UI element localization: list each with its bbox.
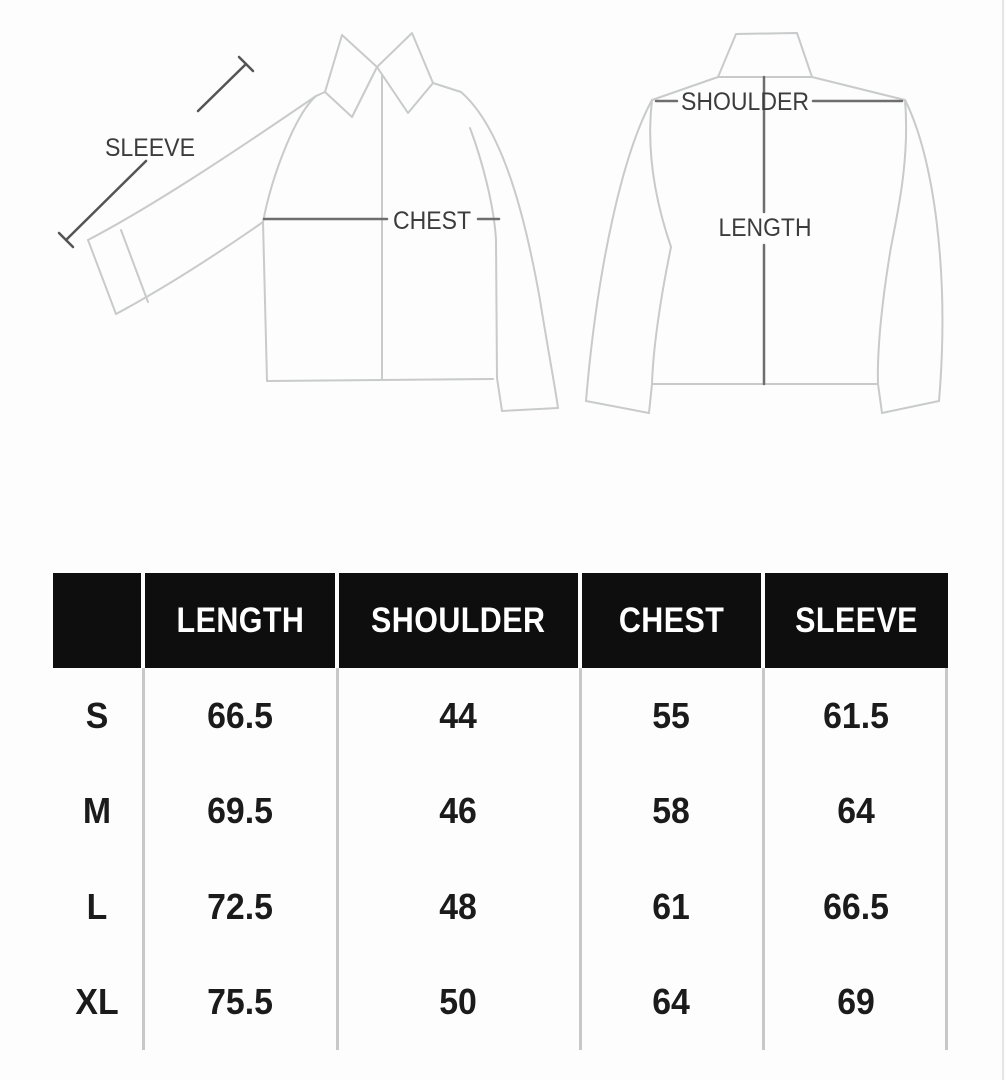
value-chest: 55: [652, 694, 691, 736]
value-chest: 58: [652, 790, 691, 832]
header-cell-chest: CHEST: [582, 573, 761, 668]
back-collar: [717, 32, 813, 78]
table-row-s: S 66.5 44 55 61.5: [53, 668, 948, 764]
value-sleeve: 66.5: [823, 885, 890, 927]
value-chest: 61: [652, 885, 691, 927]
front-jacket-outline: [87, 32, 559, 412]
length-diagram-label: LENGTH: [719, 214, 812, 242]
value-length: 66.5: [207, 694, 273, 736]
back-right-sleeve-inner: [876, 246, 892, 414]
value-length: 75.5: [207, 981, 273, 1023]
back-right-armhole: [890, 99, 908, 248]
column-divider: [141, 668, 145, 1050]
garment-diagrams: SLEEVE CHEST: [57, 32, 944, 414]
image-right-border: [1002, 0, 1004, 1080]
value-shoulder: 46: [439, 790, 478, 832]
column-divider: [945, 668, 948, 1050]
sleeve-diagram-label: SLEEVE: [105, 134, 195, 162]
front-right-sleeve-inner: [469, 127, 498, 379]
value-length: 72.5: [207, 885, 273, 927]
value-sleeve: 69: [837, 981, 876, 1023]
chest-diagram-label: CHEST: [393, 207, 471, 235]
front-left-sleeve-bottom: [115, 221, 264, 315]
value-shoulder: 44: [439, 694, 478, 736]
collar-left-flap: [324, 34, 378, 118]
front-left-armhole: [262, 95, 317, 223]
size-label: M: [82, 790, 112, 832]
header-cell-length: LENGTH: [145, 573, 335, 668]
value-sleeve: 61.5: [823, 694, 890, 736]
shoulder-diagram-label: SHOULDER: [681, 88, 809, 116]
size-table: LENGTH SHOULDER CHEST SLEEVE S 66.5 44 5…: [53, 573, 948, 1050]
back-jacket-outline: [585, 32, 944, 414]
size-label: L: [86, 885, 108, 927]
header-cell-shoulder: SHOULDER: [339, 573, 578, 668]
column-divider: [761, 668, 765, 1050]
size-table-header-row: LENGTH SHOULDER CHEST SLEEVE: [53, 573, 948, 668]
size-label: S: [85, 694, 109, 736]
front-left-cuff-line: [120, 229, 149, 303]
size-label: XL: [75, 981, 119, 1023]
front-right-sleeve-outer: [460, 91, 559, 409]
table-row-l: L 72.5 48 61 66.5: [53, 859, 948, 955]
table-row-m: M 69.5 46 58 64: [53, 764, 948, 860]
header-cell-sleeve: SLEEVE: [765, 573, 948, 668]
header-cell-size: [53, 573, 141, 668]
back-left-armhole: [649, 99, 672, 248]
value-sleeve: 64: [837, 790, 876, 832]
value-length: 69.5: [207, 790, 273, 832]
back-right-sleeve-outer: [904, 99, 944, 402]
value-shoulder: 50: [439, 981, 478, 1023]
value-shoulder: 48: [439, 885, 478, 927]
value-chest: 64: [652, 981, 691, 1023]
column-divider: [578, 668, 582, 1050]
back-left-sleeve-inner: [648, 246, 672, 414]
front-left-sleeve-top: [87, 95, 317, 241]
collar-right-flap: [376, 32, 434, 114]
back-left-sleeve-outer: [585, 99, 653, 402]
sleeve-measure-bracket: [57, 55, 255, 249]
table-row-xl: XL 75.5 50 64 69: [53, 955, 948, 1051]
column-divider: [335, 668, 339, 1050]
